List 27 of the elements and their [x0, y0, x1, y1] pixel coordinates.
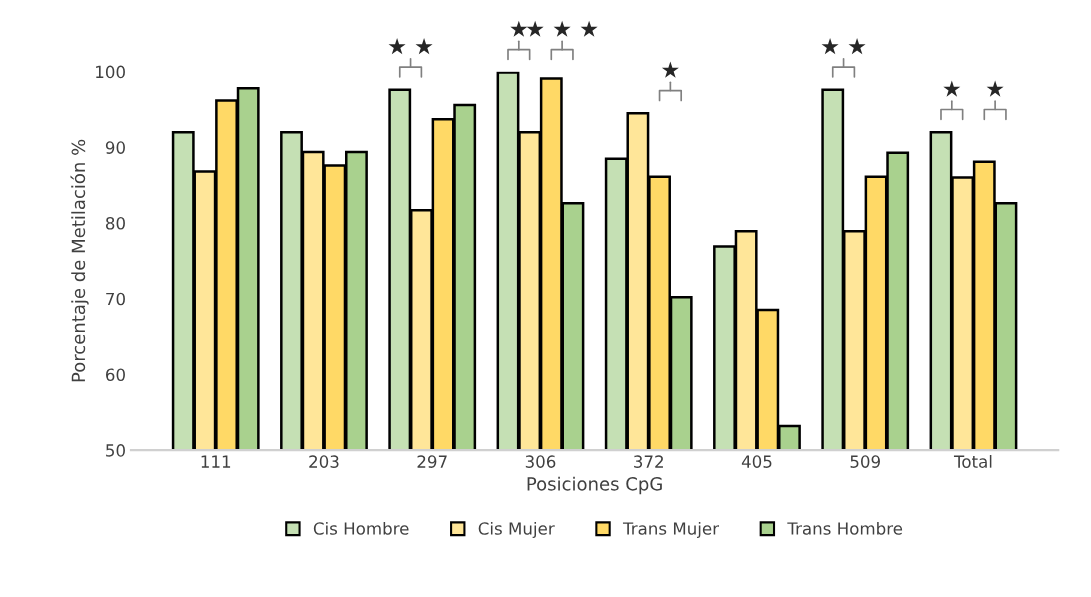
x-tick-label: 405: [741, 455, 772, 468]
legend-label: Cis Mujer: [478, 521, 555, 539]
y-tick-label: 80: [105, 217, 125, 230]
y-axis-title: Porcentaje de Metilación %: [70, 139, 89, 382]
text: ★: [510, 20, 528, 37]
x-tick-label: 372: [634, 455, 663, 468]
annotation: ★: [943, 80, 961, 97]
legend-label: Trans Hombre: [787, 521, 903, 535]
y-tick-label: 100: [96, 65, 125, 79]
y-tick-label: 50: [106, 444, 125, 457]
legend-label: Trans Mujer: [622, 521, 720, 539]
annotation: ★: [986, 80, 1004, 97]
x-tick-label: 306: [525, 455, 556, 468]
y-tick-label: 70: [106, 292, 125, 306]
x-tick-label: Total: [953, 455, 992, 468]
text: ★ ★: [821, 38, 866, 55]
x-tick-label: 297: [417, 455, 447, 468]
x-axis-title: Posiciones CpG: [527, 476, 662, 495]
annotation: ★: [661, 61, 679, 78]
x-tick-label: 111: [201, 455, 231, 468]
text: ★ ★: [388, 38, 433, 55]
x-tick-label: 203: [309, 455, 339, 468]
text: ★ ★ ★: [526, 20, 598, 37]
legend-label: Cis Hombre: [313, 521, 409, 535]
x-tick-label: 509: [850, 455, 880, 468]
y-tick-label: 90: [105, 141, 125, 154]
y-tick-label: 60: [106, 368, 125, 382]
